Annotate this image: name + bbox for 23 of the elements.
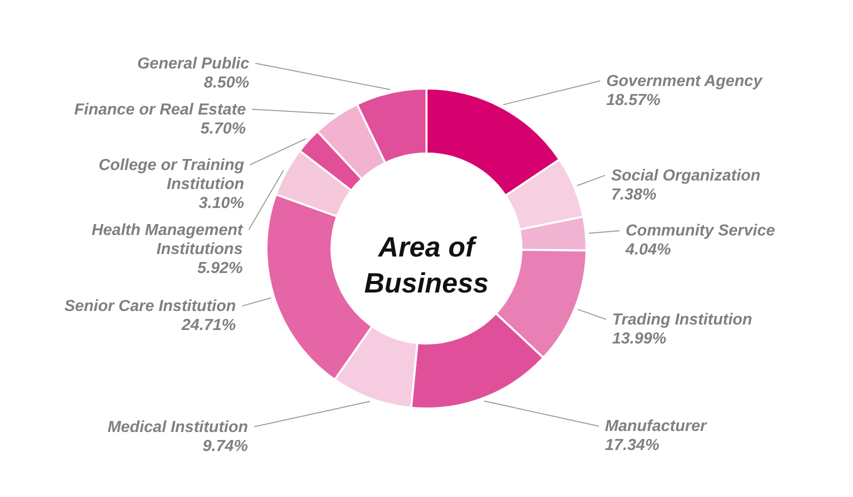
data-label: 17.34% [605, 437, 660, 454]
slice-label: Manufacturer [605, 418, 708, 436]
data-label: 3.10% [198, 194, 244, 212]
slice-label: Community Service [626, 222, 776, 240]
slice-label: Finance or Real Estate [74, 101, 246, 118]
data-label: 9.74% [202, 438, 248, 455]
slice-label: Senior Care Institution [64, 298, 236, 316]
data-label: 4.04% [624, 242, 671, 259]
slice-label: Trading Institution [612, 311, 752, 328]
data-label: 24.71% [180, 317, 236, 334]
data-label: 13.99% [612, 330, 666, 348]
data-label: 18.57% [606, 92, 660, 109]
slice-label: Government Agency [606, 72, 764, 90]
slice-label: General Public [137, 55, 250, 72]
data-label: 8.50% [204, 74, 250, 92]
slice-label: Social Organization [611, 167, 761, 184]
text: Area of Business [364, 232, 489, 298]
slice-label: Medical Institution [108, 418, 248, 436]
slice-label: College or Training Institution [98, 156, 244, 193]
data-label: 5.92% [197, 260, 243, 277]
data-label: 7.38% [611, 186, 656, 204]
data-label: 5.70% [200, 120, 246, 138]
slice-label: Health Management Institutions [92, 222, 244, 258]
